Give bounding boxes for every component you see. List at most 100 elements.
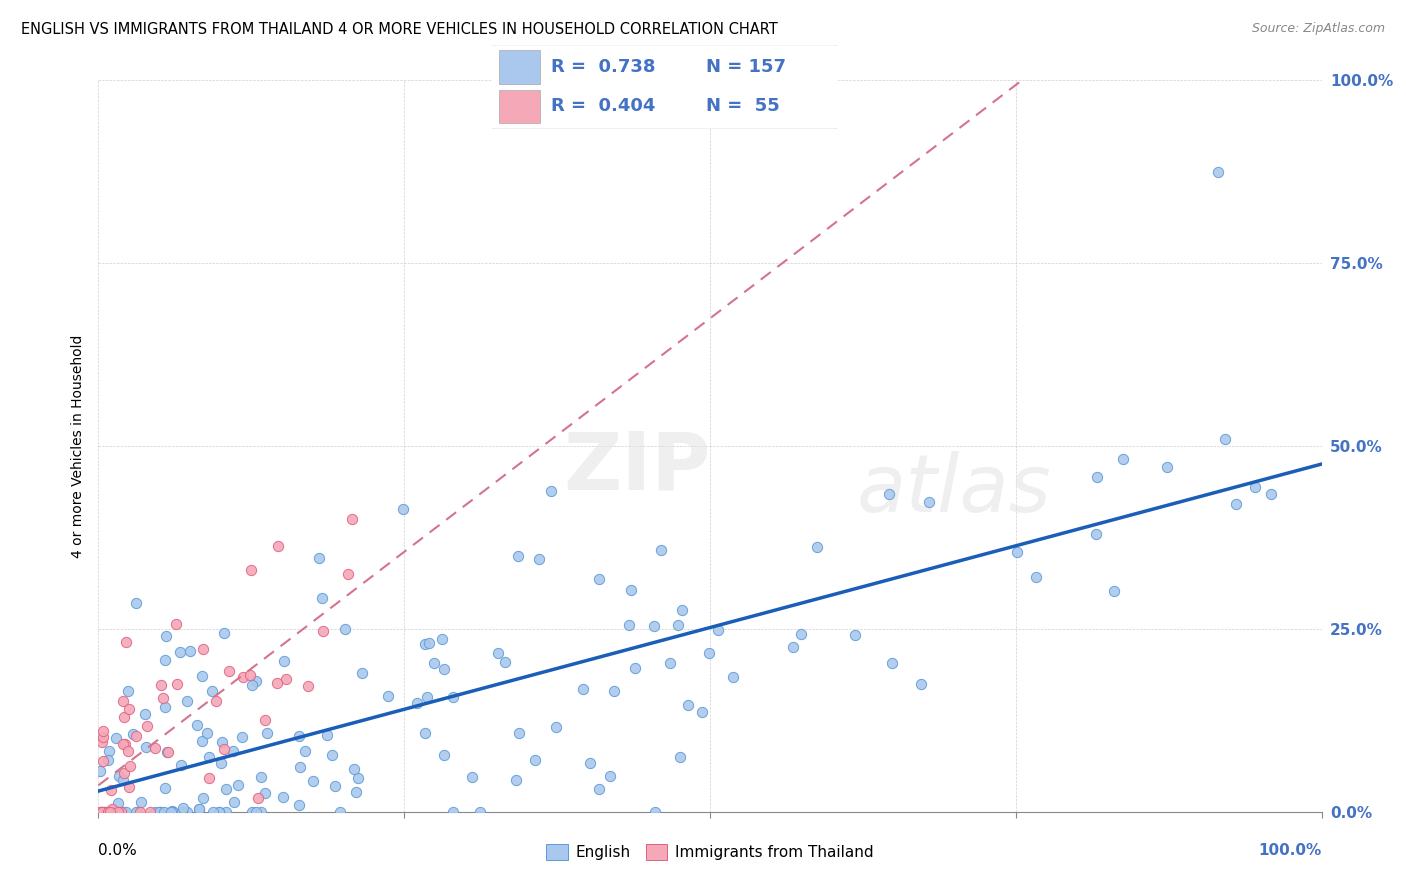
Point — [148, 805, 170, 819]
Point — [107, 796, 129, 810]
Point — [155, 629, 177, 643]
Point — [91, 735, 114, 749]
Point — [508, 726, 530, 740]
Point — [111, 737, 134, 751]
Point — [226, 778, 249, 792]
Point — [256, 726, 278, 740]
Point — [97, 805, 120, 819]
Point — [165, 616, 187, 631]
Point — [329, 805, 352, 819]
Point — [316, 728, 339, 742]
Point — [176, 805, 198, 819]
Point — [294, 744, 316, 758]
Point — [143, 740, 166, 755]
Point — [311, 591, 333, 605]
Point — [676, 698, 699, 712]
Point — [117, 743, 139, 757]
Point — [617, 618, 640, 632]
Text: N = 157: N = 157 — [706, 58, 786, 76]
Point — [172, 801, 194, 815]
Point — [666, 617, 689, 632]
Point — [231, 731, 253, 745]
Point — [579, 756, 602, 770]
Point — [124, 596, 146, 610]
Point — [242, 678, 264, 692]
Point — [212, 742, 235, 756]
Point — [240, 805, 263, 819]
Point — [697, 646, 720, 660]
Point — [222, 744, 245, 758]
Point — [91, 805, 114, 819]
Point — [643, 618, 665, 632]
Point — [150, 677, 173, 691]
Point — [107, 769, 129, 783]
Point — [215, 781, 238, 796]
Point — [155, 781, 177, 796]
Point — [297, 680, 319, 694]
Point — [321, 748, 343, 763]
Point — [273, 654, 295, 668]
Point — [134, 707, 156, 722]
Point — [250, 770, 273, 784]
Point — [461, 770, 484, 784]
Point — [149, 805, 172, 819]
Point — [170, 805, 193, 819]
Point — [486, 646, 509, 660]
Point — [254, 714, 277, 728]
Point — [392, 501, 415, 516]
Point — [195, 726, 218, 740]
Point — [211, 734, 233, 748]
Point — [690, 705, 713, 719]
Point — [118, 780, 141, 794]
Point — [105, 805, 128, 819]
Point — [169, 645, 191, 659]
Text: ENGLISH VS IMMIGRANTS FROM THAILAND 4 OR MORE VEHICLES IN HOUSEHOLD CORRELATION : ENGLISH VS IMMIGRANTS FROM THAILAND 4 OR… — [21, 22, 778, 37]
Point — [343, 762, 366, 776]
Point — [311, 624, 333, 638]
Point — [271, 790, 294, 805]
Point — [789, 627, 811, 641]
Point — [588, 572, 610, 586]
Point — [524, 754, 547, 768]
Point — [107, 805, 129, 819]
Point — [505, 773, 527, 788]
Point — [546, 720, 568, 734]
Point — [377, 690, 399, 704]
Point — [287, 797, 309, 812]
Point — [1260, 486, 1282, 500]
Point — [527, 552, 550, 566]
Point — [191, 642, 214, 657]
Point — [101, 805, 124, 819]
Point — [1102, 584, 1125, 599]
Point — [201, 683, 224, 698]
Point — [274, 672, 297, 686]
Point — [112, 773, 135, 788]
Point — [176, 694, 198, 708]
Text: N =  55: N = 55 — [706, 97, 779, 115]
Point — [658, 656, 681, 670]
Point — [98, 805, 121, 819]
Text: 100.0%: 100.0% — [1258, 843, 1322, 858]
Point — [423, 656, 446, 670]
Point — [120, 759, 142, 773]
Point — [506, 549, 529, 564]
FancyBboxPatch shape — [499, 50, 540, 84]
Point — [179, 643, 201, 657]
Text: 0.0%: 0.0% — [98, 843, 138, 858]
Point — [188, 802, 211, 816]
Point — [208, 805, 231, 819]
Point — [723, 670, 745, 684]
Point — [209, 756, 232, 770]
Point — [114, 737, 136, 751]
Point — [188, 802, 211, 816]
Point — [156, 745, 179, 759]
Point — [880, 657, 903, 671]
Point — [347, 772, 370, 786]
Text: Source: ZipAtlas.com: Source: ZipAtlas.com — [1251, 22, 1385, 36]
Point — [540, 483, 562, 498]
Point — [93, 805, 115, 819]
Point — [603, 684, 626, 698]
Point — [93, 730, 115, 744]
Point — [336, 567, 359, 582]
Point — [152, 690, 174, 705]
